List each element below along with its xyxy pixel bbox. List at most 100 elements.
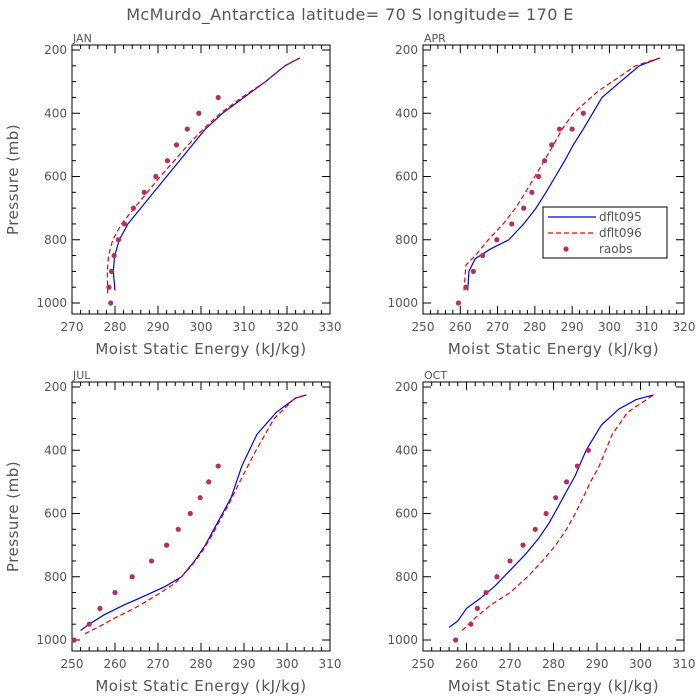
x-tick-label: 310 — [673, 657, 696, 671]
x-tick-label: 300 — [629, 657, 652, 671]
data-point-raobs — [480, 252, 486, 259]
series-line-dflt095 — [448, 394, 654, 628]
data-point-raobs — [453, 637, 459, 643]
y-tick-label: 200 — [395, 43, 418, 57]
series-line-dflt096 — [463, 57, 660, 291]
x-tick-label: 300 — [598, 320, 621, 334]
data-point-raobs — [130, 205, 137, 211]
y-tick-label: 200 — [44, 43, 67, 57]
x-tick-label: 270 — [486, 320, 509, 334]
data-point-raobs — [580, 110, 586, 116]
x-tick-label: 300 — [276, 657, 299, 671]
x-tick-label: 250 — [412, 320, 435, 334]
data-point-raobs — [197, 495, 203, 501]
y-axis-title: Pressure (mb) — [4, 124, 22, 235]
data-point-raobs — [553, 495, 559, 501]
y-tick-label: 600 — [395, 507, 418, 521]
y-tick-label: 1000 — [36, 296, 67, 310]
x-tick-label: 290 — [561, 320, 584, 334]
data-point-raobs — [141, 189, 147, 195]
y-tick-label: 200 — [395, 380, 418, 394]
data-point-raobs — [563, 479, 570, 485]
data-point-raobs — [455, 300, 462, 306]
data-point-raobs — [474, 605, 480, 611]
y-tick-label: 200 — [44, 380, 67, 394]
data-point-raobs — [164, 158, 171, 164]
figure-title: McMurdo_Antarctica latitude= 70 S longit… — [126, 5, 574, 25]
panel-jan: JAN 270 280 290 300 310 320 330 200 400 600 800 1000… — [4, 32, 341, 358]
x-tick-label: 280 — [542, 657, 565, 671]
data-point-raobs — [529, 189, 535, 195]
x-tick-label: 290 — [147, 320, 170, 334]
legend-label-dflt095: dflt095 — [599, 210, 642, 224]
data-point-raobs — [215, 463, 221, 469]
y-tick-label: 1000 — [387, 296, 418, 310]
series-line-dflt096 — [106, 57, 301, 294]
panel-label: OCT — [424, 369, 447, 382]
data-point-raobs — [206, 479, 212, 485]
x-tick-label: 280 — [523, 320, 546, 334]
y-tick-label: 800 — [44, 233, 67, 247]
data-point-raobs — [521, 205, 527, 211]
data-point-raobs — [129, 574, 135, 580]
series-line-dflt095 — [80, 394, 307, 631]
data-point-raobs — [463, 284, 469, 290]
panel-apr: APR 250 260 270 280 290 300 310 320 200 400 600 800 1… — [387, 32, 695, 358]
data-point-raobs — [184, 126, 190, 132]
data-point-raobs — [115, 237, 122, 243]
y-tick-label: 800 — [395, 570, 418, 584]
y-tick-label: 400 — [44, 106, 67, 120]
y-tick-label: 1000 — [36, 633, 67, 647]
panel-oct: OCT 250 260 270 280 290 300 310 200 400 600 800 1000… — [387, 369, 695, 695]
y-tick-label: 1000 — [387, 633, 418, 647]
x-tick-label: 310 — [635, 320, 658, 334]
x-tick-label: 260 — [104, 657, 127, 671]
panel-jul: JUL 250 260 270 280 290 300 310 200 400 600 800 1000… — [4, 369, 341, 695]
data-point-raobs — [483, 589, 489, 596]
x-tick-label: 310 — [319, 657, 342, 671]
panels: JAN 270 280 290 300 310 320 330 200 400 600 800 1000… — [4, 32, 695, 695]
x-tick-label: 270 — [147, 657, 170, 671]
x-axis-title: Moist Static Energy (kJ/kg) — [448, 340, 659, 358]
plot-frame — [422, 381, 685, 652]
x-axis-title: Moist Static Energy (kJ/kg) — [95, 677, 306, 695]
data-point-raobs — [470, 268, 476, 274]
x-axis-title: Moist Static Energy (kJ/kg) — [448, 677, 659, 695]
x-tick-label: 280 — [190, 657, 213, 671]
y-tick-label: 600 — [395, 170, 418, 184]
data-point-raobs — [556, 126, 563, 132]
x-tick-label: 320 — [673, 320, 696, 334]
series-line-dflt096 — [84, 394, 305, 635]
x-tick-label: 260 — [449, 320, 472, 334]
panel-label: JUL — [72, 369, 91, 382]
data-point-raobs — [494, 574, 500, 580]
x-tick-label: 250 — [412, 657, 435, 671]
y-tick-label: 600 — [44, 170, 67, 184]
series-line-dflt095 — [112, 57, 301, 291]
legend-label-raobs: raobs — [599, 242, 633, 256]
data-point-raobs — [494, 237, 500, 243]
x-tick-label: 270 — [61, 320, 84, 334]
data-point-raobs — [112, 589, 118, 596]
data-point-raobs — [153, 173, 159, 180]
x-tick-label: 250 — [61, 657, 84, 671]
data-point-raobs — [175, 526, 181, 532]
x-axis-title: Moist Static Energy (kJ/kg) — [95, 340, 306, 358]
data-point-raobs — [549, 142, 555, 148]
data-point-raobs — [585, 447, 591, 453]
x-tick-label: 300 — [190, 320, 213, 334]
data-point-raobs — [535, 173, 542, 180]
plot-frame — [422, 44, 685, 315]
x-tick-label: 330 — [319, 320, 342, 334]
data-point-raobs — [164, 542, 170, 548]
x-tick-label: 310 — [233, 320, 256, 334]
y-axis-title: Pressure (mb) — [4, 461, 22, 572]
x-tick-label: 290 — [586, 657, 609, 671]
series-line-dflt096 — [461, 394, 654, 631]
data-point-raobs — [468, 621, 474, 627]
plot-frame — [71, 381, 331, 652]
data-point-raobs — [148, 558, 155, 564]
y-tick-label: 800 — [395, 233, 418, 247]
data-point-raobs — [173, 142, 180, 148]
